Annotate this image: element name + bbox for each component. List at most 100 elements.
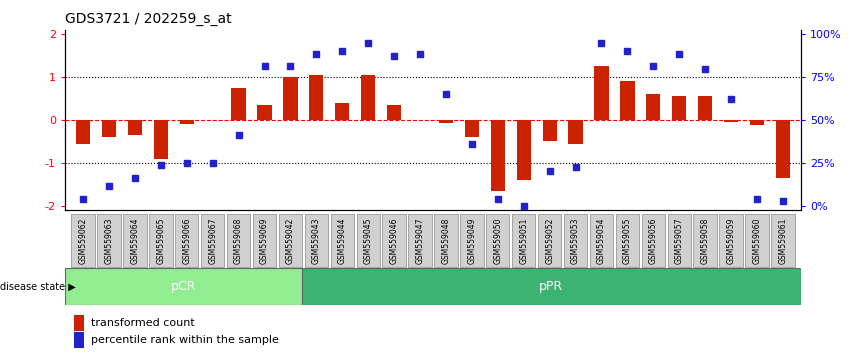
Bar (491, 120, 505, 191)
Bar (568, 120, 583, 144)
Point (439, 91, 453, 97)
Point (517, 203, 531, 209)
Bar (154, 120, 168, 159)
FancyBboxPatch shape (434, 214, 457, 267)
Bar (698, 96, 712, 120)
FancyBboxPatch shape (616, 214, 639, 267)
Text: pCR: pCR (171, 280, 196, 293)
Point (102, 184, 116, 189)
Bar (283, 77, 298, 120)
Bar (750, 120, 764, 125)
Point (776, 199, 790, 204)
Point (387, 53, 401, 58)
FancyBboxPatch shape (253, 214, 276, 267)
Bar (361, 75, 375, 120)
Point (257, 64, 271, 69)
Point (646, 64, 660, 69)
Bar (231, 88, 246, 120)
Text: GSM559065: GSM559065 (157, 217, 165, 264)
Point (76, 196, 90, 202)
Text: GSM559063: GSM559063 (105, 217, 113, 264)
Bar (179, 120, 194, 124)
Text: GSM559054: GSM559054 (597, 217, 606, 264)
Bar (465, 120, 479, 137)
Bar (517, 120, 531, 180)
Point (724, 96, 738, 101)
FancyBboxPatch shape (512, 214, 535, 267)
Text: GSM559064: GSM559064 (131, 217, 139, 264)
Bar (672, 96, 687, 120)
Point (413, 51, 427, 56)
Text: GSM559058: GSM559058 (701, 217, 709, 264)
Bar (542, 120, 557, 142)
FancyBboxPatch shape (720, 214, 743, 267)
Text: GSM559049: GSM559049 (468, 217, 476, 264)
Bar (335, 103, 349, 120)
Point (361, 40, 375, 46)
Text: GSM559057: GSM559057 (675, 217, 684, 264)
FancyBboxPatch shape (227, 214, 250, 267)
FancyBboxPatch shape (460, 214, 483, 267)
Point (180, 160, 194, 166)
Text: GSM559050: GSM559050 (494, 217, 502, 264)
Text: GSM559046: GSM559046 (390, 217, 398, 264)
FancyBboxPatch shape (149, 214, 172, 267)
Point (750, 196, 764, 202)
Bar (257, 105, 272, 120)
Point (232, 132, 246, 138)
Text: GSM559052: GSM559052 (545, 217, 554, 264)
Point (595, 40, 609, 46)
FancyBboxPatch shape (409, 214, 432, 267)
Bar (776, 120, 790, 178)
FancyBboxPatch shape (668, 214, 691, 267)
FancyBboxPatch shape (201, 214, 224, 267)
Point (543, 169, 557, 174)
Text: disease state ▶: disease state ▶ (0, 281, 75, 291)
FancyBboxPatch shape (175, 214, 198, 267)
Text: GSM559067: GSM559067 (208, 217, 217, 264)
Text: GSM559044: GSM559044 (338, 217, 346, 264)
Bar (439, 120, 453, 124)
Point (491, 196, 505, 202)
FancyBboxPatch shape (71, 214, 94, 267)
Text: percentile rank within the sample: percentile rank within the sample (91, 335, 279, 345)
Bar (65, 268, 301, 305)
Text: GSM559042: GSM559042 (286, 217, 295, 264)
Point (309, 51, 323, 56)
Point (335, 48, 349, 54)
FancyBboxPatch shape (694, 214, 717, 267)
Text: GSM559062: GSM559062 (79, 217, 87, 264)
Point (206, 160, 220, 166)
FancyBboxPatch shape (746, 214, 769, 267)
Bar (646, 94, 661, 120)
FancyBboxPatch shape (357, 214, 380, 267)
Bar (387, 105, 401, 120)
FancyBboxPatch shape (383, 214, 406, 267)
Bar (594, 67, 609, 120)
Bar (128, 120, 142, 135)
FancyBboxPatch shape (279, 214, 302, 267)
Bar (620, 81, 635, 120)
Point (128, 175, 142, 181)
Text: GSM559048: GSM559048 (442, 217, 450, 264)
Text: GSM559066: GSM559066 (182, 217, 191, 264)
FancyBboxPatch shape (331, 214, 354, 267)
FancyBboxPatch shape (486, 214, 509, 267)
Text: GSM559053: GSM559053 (571, 217, 580, 264)
FancyBboxPatch shape (97, 214, 120, 267)
FancyBboxPatch shape (305, 214, 328, 267)
Bar (301, 268, 801, 305)
FancyBboxPatch shape (642, 214, 665, 267)
FancyBboxPatch shape (564, 214, 587, 267)
FancyBboxPatch shape (538, 214, 561, 267)
Point (283, 64, 297, 69)
Text: GSM559059: GSM559059 (727, 217, 735, 264)
Text: GDS3721 / 202259_s_at: GDS3721 / 202259_s_at (65, 12, 231, 27)
Point (698, 66, 712, 72)
Text: GSM559068: GSM559068 (234, 217, 243, 264)
Bar (102, 120, 116, 137)
Point (569, 164, 583, 170)
Bar (724, 120, 738, 122)
Text: GSM559055: GSM559055 (623, 217, 632, 264)
Text: transformed count: transformed count (91, 318, 195, 328)
